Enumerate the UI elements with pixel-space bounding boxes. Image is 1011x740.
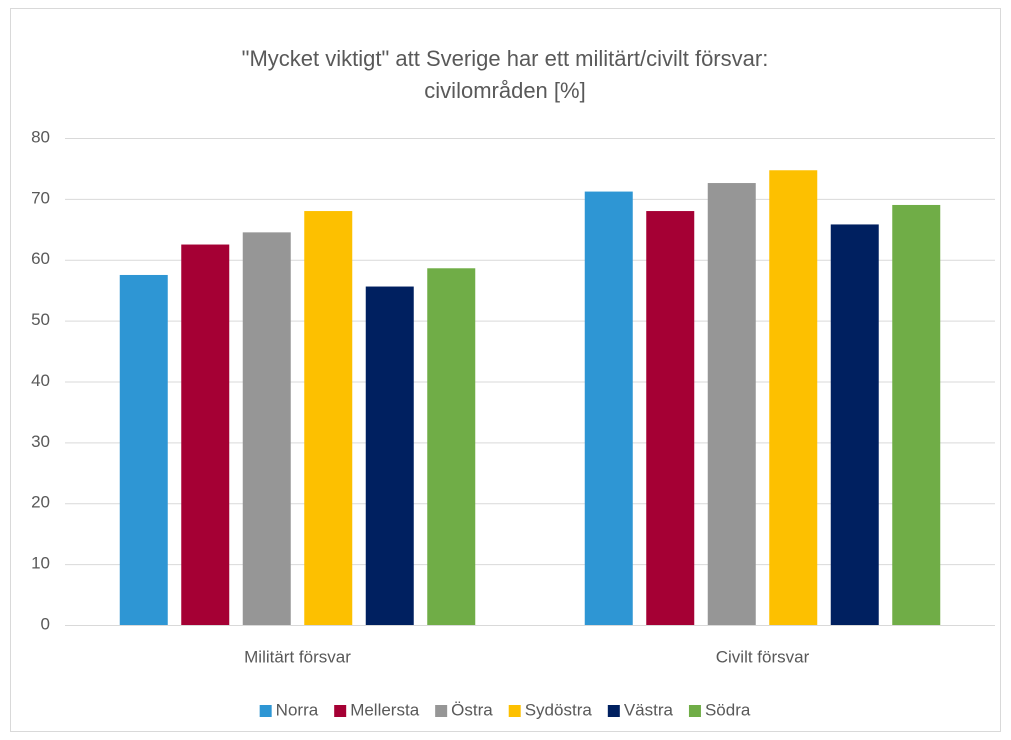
- bar: [242, 232, 291, 625]
- chart-title: "Mycket viktigt" att Sverige har ett mil…: [242, 46, 769, 71]
- legend-label: Östra: [451, 700, 493, 719]
- x-tick-label: Civilt försvar: [716, 647, 810, 666]
- bar: [892, 204, 941, 625]
- legend-swatch: [259, 705, 272, 717]
- bar: [365, 286, 414, 625]
- legend-swatch: [688, 705, 701, 717]
- bar: [181, 244, 230, 625]
- legend-swatch: [435, 705, 448, 717]
- y-tick-label: 80: [31, 127, 50, 146]
- y-tick-label: 0: [41, 614, 50, 633]
- legend-swatch: [508, 705, 521, 717]
- legend-label: Sydöstra: [525, 700, 593, 719]
- y-tick-label: 20: [31, 493, 50, 512]
- y-tick-label: 60: [31, 249, 50, 268]
- bar: [427, 268, 476, 625]
- y-tick-label: 50: [31, 310, 50, 329]
- bar: [584, 191, 633, 625]
- y-tick-label: 30: [31, 432, 50, 451]
- legend-label: Mellersta: [350, 700, 420, 719]
- y-tick-label: 70: [31, 188, 50, 207]
- bar: [707, 183, 756, 626]
- bar: [769, 170, 818, 626]
- legend-swatch: [607, 705, 620, 717]
- bar: [646, 211, 695, 626]
- x-tick-label: Militärt försvar: [244, 647, 351, 666]
- legend-label: Västra: [624, 700, 674, 719]
- y-tick-label: 10: [31, 554, 50, 573]
- bar: [830, 224, 879, 625]
- bar: [119, 274, 168, 625]
- chart-title: civilområden [%]: [424, 78, 585, 103]
- legend-label: Norra: [276, 700, 319, 719]
- bar: [304, 211, 353, 626]
- legend-label: Södra: [705, 700, 751, 719]
- y-tick-label: 40: [31, 371, 50, 390]
- legend-swatch: [334, 705, 347, 717]
